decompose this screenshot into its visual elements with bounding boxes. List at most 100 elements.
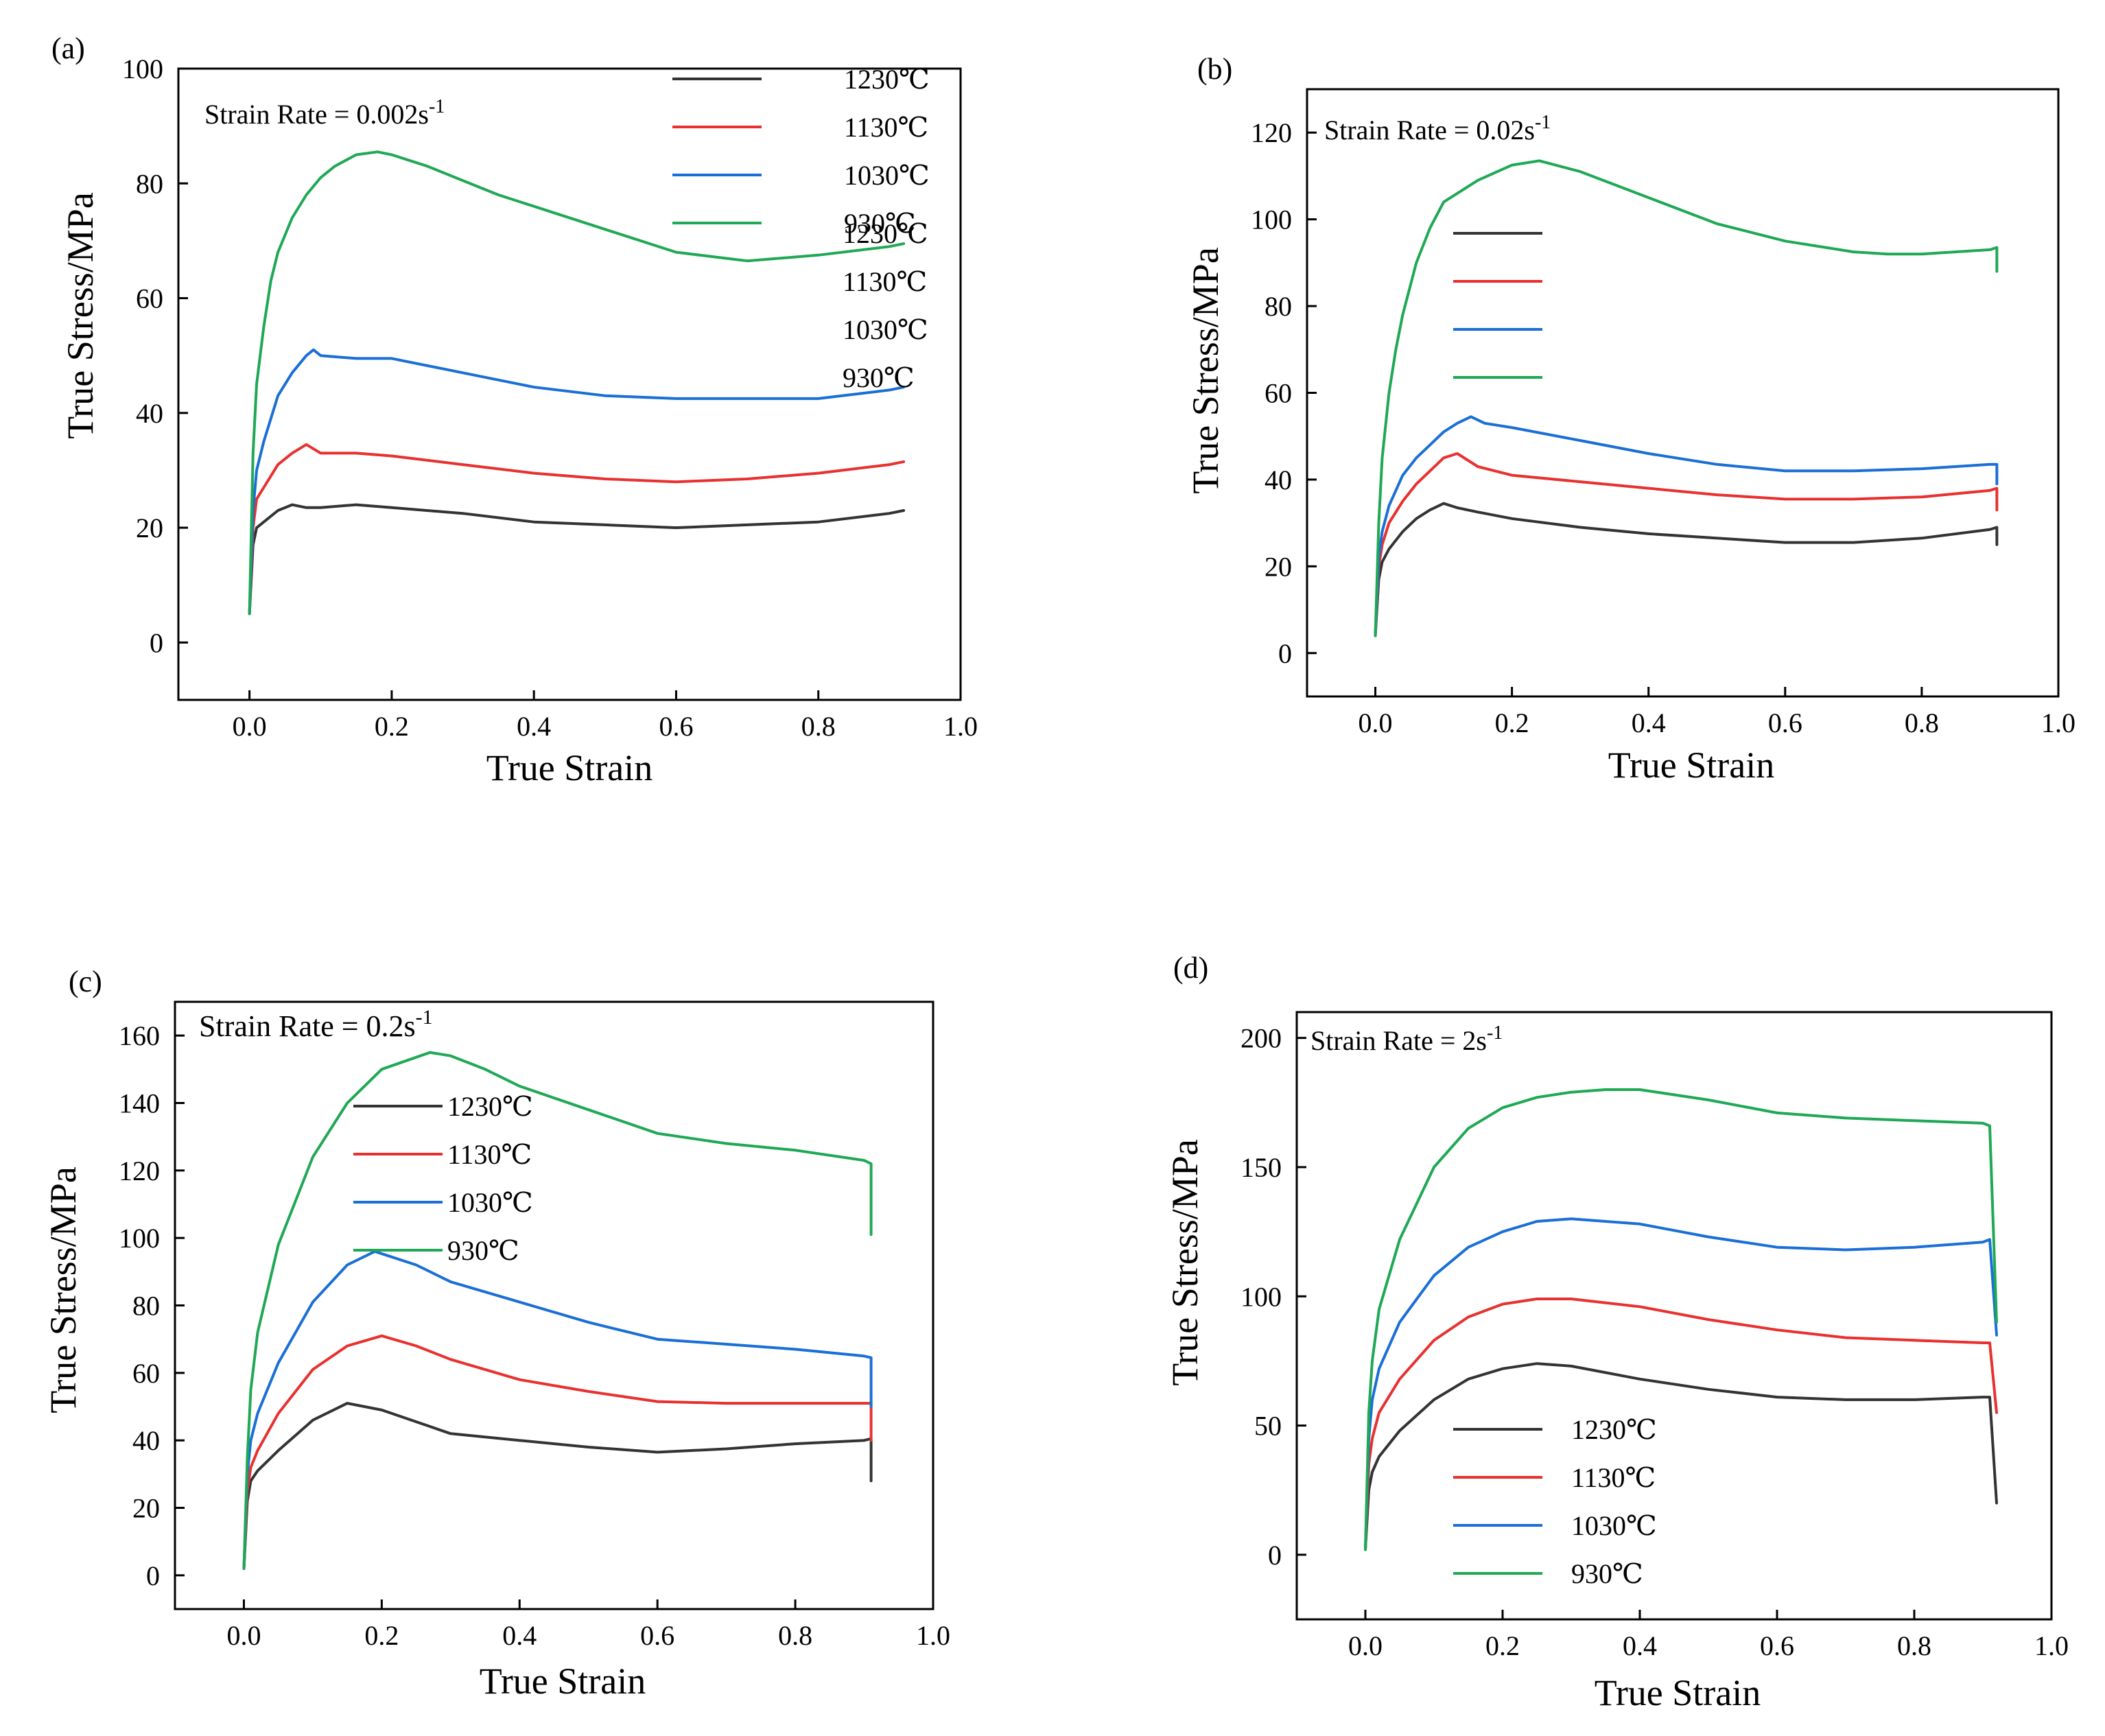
x-tick-label: 0.4	[502, 1620, 537, 1651]
x-tick-label: 0.2	[1485, 1630, 1520, 1661]
x-axis-label: True Strain	[480, 1661, 646, 1702]
y-tick-label: 100	[1251, 204, 1292, 235]
y-tick-label: 0	[150, 627, 163, 658]
y-tick-label: 40	[136, 398, 163, 429]
y-tick-label: 80	[136, 168, 163, 199]
y-axis-label: True Stress/MPa	[60, 192, 101, 439]
y-tick-label: 40	[132, 1425, 160, 1456]
legend-label-1030: 1030℃	[1571, 1510, 1657, 1541]
legend-label-1030: 1030℃	[843, 314, 928, 345]
y-tick-label: 20	[136, 513, 163, 543]
y-tick-label: 120	[1251, 117, 1292, 148]
legend: 1230℃ 1130℃ 1030℃ 930℃	[672, 64, 930, 239]
legend-label-1130: 1130℃	[844, 112, 928, 143]
panel-a: (a) 0.0 0.2 0.4 0.6 0.8 1.0 0 20 40 60 80 100 1230℃…	[51, 32, 978, 788]
legend-label-1230: 1230℃	[1571, 1414, 1657, 1445]
strain-rate-annotation: Strain Rate = 0.02s-1	[1324, 112, 1551, 145]
legend-label-1030: 1030℃	[447, 1187, 533, 1218]
series-line-1030	[1374, 415, 1999, 637]
plot-frame	[174, 1000, 934, 1610]
y-tick-label: 150	[1240, 1152, 1282, 1183]
x-tick-label: 0.0	[233, 711, 267, 742]
x-tick-label: 0.8	[1905, 707, 1939, 738]
series-line-1230	[248, 503, 906, 615]
series-line-930	[242, 1051, 873, 1570]
x-tick-label: 1.0	[2041, 707, 2075, 738]
x-tick-label: 0.6	[640, 1620, 674, 1651]
y-tick-label: 0	[1268, 1540, 1282, 1571]
x-tick-label: 0.4	[517, 711, 551, 742]
panel-label: (a)	[51, 32, 85, 65]
plot-frame	[177, 67, 962, 701]
y-tick-label: 120	[119, 1156, 160, 1186]
legend-label-930: 930℃	[1571, 1558, 1643, 1589]
x-tick-label: 0.4	[1623, 1630, 1657, 1661]
panel-label: (c)	[69, 965, 102, 998]
series-line-1230	[242, 1402, 873, 1570]
panel-label: (d)	[1173, 951, 1208, 985]
plot-frame	[1295, 1011, 2053, 1621]
y-tick-label: 80	[132, 1291, 160, 1322]
x-tick-label: 1.0	[916, 1620, 950, 1651]
legend: 1230℃ 1130℃ 1030℃ 930℃	[843, 218, 1542, 393]
x-tick-label: 0.6	[1768, 707, 1802, 738]
y-tick-label: 20	[132, 1493, 160, 1524]
series-line-1130	[1364, 1298, 1998, 1551]
y-tick-label: 40	[1265, 465, 1292, 495]
strain-rate-text: Strain Rate = 0.2s	[199, 1009, 416, 1043]
y-tick-label: 60	[136, 283, 163, 314]
legend-label-1130: 1130℃	[447, 1139, 532, 1170]
panel-d: (d) 0.0 0.2 0.4 0.6 0.8 1.0 0 50 100 150 200 1230℃…	[1164, 951, 2069, 1713]
series-line-930	[1364, 1088, 1998, 1551]
legend-label-1030: 1030℃	[844, 160, 930, 191]
x-tick-label: 1.0	[943, 711, 978, 742]
legend-label-1230: 1230℃	[447, 1091, 533, 1122]
panel-c: (c) 0.0 0.2 0.4 0.6 0.8 1.0 0 20 40 60 80 100 120 140…	[43, 965, 950, 1702]
x-tick-label: 0.6	[1760, 1630, 1794, 1661]
series-line-1030	[242, 1250, 873, 1570]
series-line-1130	[242, 1334, 873, 1570]
plot-frame	[1306, 88, 2060, 698]
strain-rate-exponent: -1	[416, 1006, 433, 1029]
legend-label-930: 930℃	[447, 1235, 519, 1266]
x-tick-label: 0.8	[801, 711, 836, 742]
y-axis-label: True Stress/MPa	[1164, 1139, 1206, 1386]
legend: 1230℃ 1130℃ 1030℃ 930℃	[1453, 1414, 1657, 1589]
series-line-1130	[1374, 452, 1999, 637]
legend: 1230℃ 1130℃ 1030℃ 930℃	[353, 1091, 533, 1266]
y-tick-label: 100	[122, 54, 163, 84]
legend-label-1230: 1230℃	[843, 218, 928, 249]
x-tick-label: 0.0	[1359, 707, 1393, 738]
y-tick-label: 0	[1278, 638, 1292, 669]
strain-rate-exponent: -1	[1487, 1022, 1503, 1044]
y-axis-label: True Stress/MPa	[43, 1166, 84, 1414]
x-axis-label: True Strain	[1608, 744, 1775, 786]
x-tick-label: 0.0	[226, 1620, 261, 1651]
legend-label-1130: 1130℃	[1571, 1462, 1656, 1493]
series-line-930	[1374, 159, 1999, 637]
series-line-1030	[1364, 1217, 1998, 1551]
x-tick-label: 0.8	[778, 1620, 812, 1651]
strain-rate-text: Strain Rate = 2s	[1310, 1025, 1487, 1056]
x-tick-label: 0.6	[659, 711, 693, 742]
y-tick-label: 200	[1240, 1023, 1282, 1054]
x-axis-label: True Strain	[486, 747, 653, 788]
x-tick-label: 0.2	[1495, 707, 1529, 738]
legend-label-930: 930℃	[844, 208, 916, 239]
y-axis-label: True Stress/MPa	[1185, 247, 1226, 494]
y-tick-label: 100	[1240, 1281, 1282, 1312]
series-line-930	[248, 150, 906, 615]
panel-label: (b)	[1197, 52, 1232, 86]
strain-rate-text: Strain Rate = 0.002s	[204, 99, 429, 130]
strain-rate-annotation: Strain Rate = 0.002s-1	[204, 96, 445, 130]
panel-b: (b) 0.0 0.2 0.4 0.6 0.8 1.0 0 20 40 60 80 100 120 12…	[843, 52, 2075, 786]
y-tick-label: 80	[1265, 291, 1292, 322]
strain-rate-exponent: -1	[1535, 112, 1551, 133]
y-tick-label: 140	[119, 1088, 160, 1119]
series-line-1230	[1364, 1362, 1998, 1551]
strain-rate-annotation: Strain Rate = 0.2s-1	[199, 1006, 433, 1043]
y-tick-label: 50	[1254, 1411, 1282, 1442]
x-tick-label: 0.2	[375, 711, 409, 742]
x-tick-label: 0.8	[1897, 1630, 1931, 1661]
